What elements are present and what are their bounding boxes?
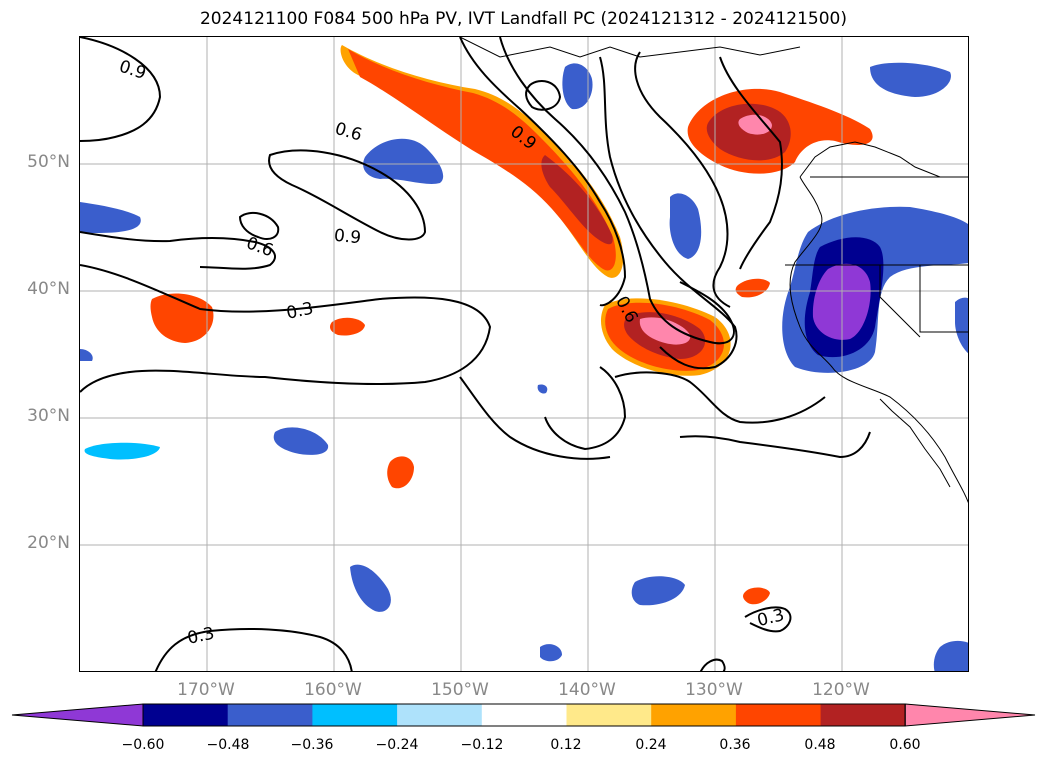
colorbar-extend-high bbox=[904, 703, 1036, 727]
colorbar-segment-4 bbox=[397, 704, 483, 726]
negative-anomaly-13 bbox=[955, 297, 968, 354]
lon-label-130w: 130°W bbox=[685, 680, 743, 700]
colorbar-segment-7 bbox=[651, 704, 737, 726]
contour-label-0: 0.9 bbox=[117, 57, 149, 84]
positive-anomaly-small-3 bbox=[735, 278, 770, 298]
colorbar-segment-9 bbox=[820, 704, 906, 726]
contour-label-8: 0.3 bbox=[186, 624, 217, 649]
gridlines bbox=[80, 37, 968, 671]
negative-anomaly-7 bbox=[84, 442, 160, 460]
colorbar-tick-4: −0.12 bbox=[460, 737, 504, 753]
colorbar-segments bbox=[11, 703, 1036, 727]
colorbar-segment-6 bbox=[566, 704, 652, 726]
positive-anomaly-small-1 bbox=[330, 317, 365, 336]
negative-anomaly-1 bbox=[363, 138, 444, 184]
negative-anomaly-5 bbox=[870, 62, 951, 97]
colorbar-tick-5: 0.12 bbox=[550, 737, 582, 753]
negative-anomaly-4 bbox=[669, 193, 702, 259]
negative-anomaly-3 bbox=[562, 63, 593, 110]
lat-label-50n: 50°N bbox=[27, 152, 70, 172]
positive-anomaly-small-4 bbox=[743, 587, 770, 605]
negative-anomaly-14 bbox=[537, 384, 548, 394]
colorbar-tick-2: −0.36 bbox=[290, 737, 334, 753]
colorbar bbox=[0, 698, 1047, 738]
colorbar-segment-3 bbox=[312, 704, 398, 726]
contour-label-1: 0.6 bbox=[333, 119, 365, 146]
lat-label-40n: 40°N bbox=[27, 279, 70, 299]
colorbar-segment-1 bbox=[143, 704, 229, 726]
coastlines bbox=[459, 37, 968, 504]
lon-label-170w: 170°W bbox=[177, 680, 235, 700]
colorbar-tick-1: −0.48 bbox=[206, 737, 250, 753]
colorbar-tick-9: 0.60 bbox=[889, 737, 921, 753]
colorbar-tick-7: 0.36 bbox=[719, 737, 751, 753]
colorbar-tick-8: 0.48 bbox=[804, 737, 836, 753]
colorbar-segment-8 bbox=[735, 704, 822, 726]
negative-anomaly-12 bbox=[933, 641, 968, 671]
negative-anomaly-10 bbox=[540, 644, 562, 662]
negative-anomaly-6 bbox=[273, 427, 329, 455]
colorbar-segment-5 bbox=[481, 704, 567, 726]
positive-anomaly-small-2 bbox=[387, 456, 414, 489]
colorbar-extend-low bbox=[11, 703, 144, 727]
colorbar-svg bbox=[11, 703, 1036, 727]
colorbar-tick-0: −0.60 bbox=[121, 737, 165, 753]
colorbar-tick-3: −0.24 bbox=[375, 737, 419, 753]
colorbar-segment-2 bbox=[227, 704, 313, 726]
positive-anomaly-low-peak bbox=[639, 317, 691, 345]
negative-anomaly-8 bbox=[350, 564, 391, 612]
contour-label-2: 0.9 bbox=[333, 226, 362, 249]
lat-label-30n: 30°N bbox=[27, 406, 70, 426]
colorbar-outline bbox=[142, 703, 906, 727]
pv-contours bbox=[80, 37, 871, 671]
map-title: 2024121100 F084 500 hPa PV, IVT Landfall… bbox=[199, 9, 847, 29]
contour-label-7: 0.3 bbox=[755, 605, 786, 631]
positive-anomaly-northeast-peak bbox=[738, 114, 772, 135]
lon-label-120w: 120°W bbox=[812, 680, 870, 700]
negative-anomaly-9 bbox=[631, 576, 685, 606]
positive-anomaly-core bbox=[541, 155, 613, 245]
map-panel: 0.9 0.6 0.9 0.6 0.3 0.9 0.6 0.3 0.3 bbox=[79, 36, 969, 672]
contour-label-4: 0.3 bbox=[285, 299, 316, 324]
lon-label-140w: 140°W bbox=[558, 680, 616, 700]
negative-anomaly-2 bbox=[80, 202, 141, 233]
lat-label-20n: 20°N bbox=[27, 533, 70, 553]
positive-anomaly-band-inner bbox=[348, 49, 616, 271]
map-canvas: 0.9 0.6 0.9 0.6 0.3 0.9 0.6 0.3 0.3 bbox=[80, 37, 968, 671]
colorbar-tick-6: 0.24 bbox=[635, 737, 667, 753]
negative-anomaly-11 bbox=[80, 349, 93, 361]
positive-anomaly-west bbox=[150, 293, 214, 343]
lon-label-150w: 150°W bbox=[431, 680, 489, 700]
lon-label-160w: 160°W bbox=[304, 680, 362, 700]
